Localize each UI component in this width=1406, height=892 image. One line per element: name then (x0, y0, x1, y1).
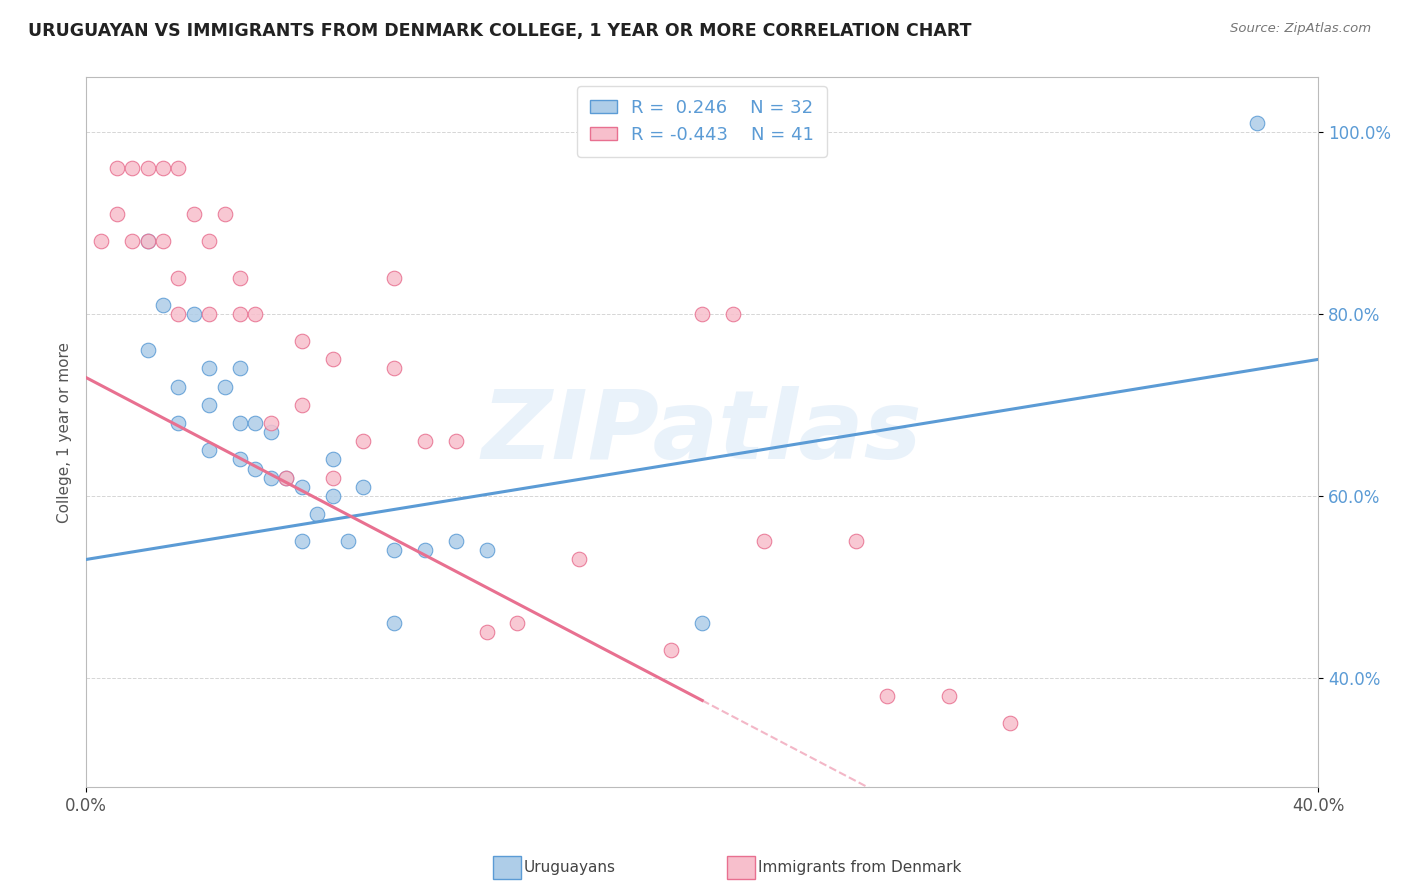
Point (382, 361, 405, 376)
Point (90, 234, 112, 248)
Point (752, 534, 775, 549)
Point (136, 343, 159, 358)
Legend: R =  0.246    N = 32, R = -0.443    N = 41: R = 0.246 N = 32, R = -0.443 N = 41 (578, 87, 827, 157)
Point (352, 480, 374, 494)
Point (352, 434, 374, 449)
Point (167, 416, 190, 430)
Point (413, 543, 436, 558)
Point (229, 416, 252, 430)
Point (152, 161, 174, 176)
Point (444, 534, 467, 549)
Point (183, 207, 205, 221)
Point (321, 452, 343, 467)
Point (276, 470, 298, 484)
Point (198, 234, 221, 248)
Point (136, 234, 159, 248)
Text: URUGUAYAN VS IMMIGRANTS FROM DENMARK COLLEGE, 1 YEAR OR MORE CORRELATION CHART: URUGUAYAN VS IMMIGRANTS FROM DENMARK COL… (28, 22, 972, 40)
Point (167, 270, 190, 285)
Point (321, 470, 343, 484)
Point (321, 352, 343, 367)
Point (167, 161, 190, 176)
Point (661, 643, 683, 657)
Point (198, 443, 221, 458)
Point (260, 425, 283, 439)
Point (105, 207, 128, 221)
Y-axis label: College, 1 year or more: College, 1 year or more (58, 342, 72, 523)
Point (721, 307, 744, 321)
Point (291, 480, 314, 494)
Point (307, 507, 329, 521)
Point (214, 207, 236, 221)
Point (121, 161, 143, 176)
Point (690, 616, 713, 631)
Point (152, 298, 174, 312)
Point (444, 434, 467, 449)
Point (413, 434, 436, 449)
Point (1000, 716, 1022, 731)
Point (321, 489, 343, 503)
Point (382, 616, 405, 631)
Text: ZIPatlas: ZIPatlas (482, 385, 922, 479)
Point (260, 416, 283, 430)
Point (245, 461, 267, 475)
Point (183, 307, 205, 321)
Text: Immigrants from Denmark: Immigrants from Denmark (758, 861, 962, 875)
Point (198, 361, 221, 376)
Point (229, 270, 252, 285)
Point (568, 552, 591, 566)
Point (336, 534, 359, 549)
Point (291, 534, 314, 549)
Point (105, 161, 128, 176)
Point (167, 379, 190, 393)
Point (229, 361, 252, 376)
Point (198, 398, 221, 412)
Point (938, 689, 960, 703)
Point (475, 625, 498, 640)
Point (136, 234, 159, 248)
Point (690, 307, 713, 321)
Point (229, 452, 252, 467)
Text: Source: ZipAtlas.com: Source: ZipAtlas.com (1230, 22, 1371, 36)
Point (1246, 116, 1268, 130)
Point (291, 398, 314, 412)
Point (245, 416, 267, 430)
Text: Uruguayans: Uruguayans (523, 861, 616, 875)
Point (198, 307, 221, 321)
Point (276, 470, 298, 484)
Point (876, 689, 898, 703)
Point (167, 307, 190, 321)
Point (506, 616, 529, 631)
Point (291, 334, 314, 349)
Point (121, 234, 143, 248)
Point (214, 379, 236, 393)
Point (382, 270, 405, 285)
Point (475, 543, 498, 558)
Point (245, 307, 267, 321)
Point (152, 234, 174, 248)
Point (382, 543, 405, 558)
Point (260, 470, 283, 484)
Point (229, 307, 252, 321)
Point (845, 534, 868, 549)
Point (136, 161, 159, 176)
